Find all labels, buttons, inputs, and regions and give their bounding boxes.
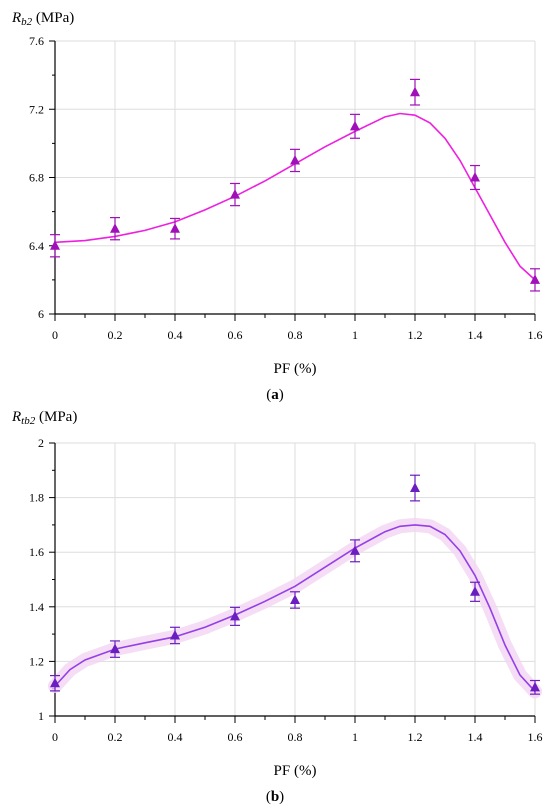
- x-axis-label-a: PF (%): [274, 361, 317, 377]
- y-axis-label-a: Rb2 (MPa): [11, 10, 74, 28]
- data-point: [410, 86, 420, 97]
- y-tick-label: 6.8: [29, 171, 44, 185]
- caption-a: (a): [266, 387, 284, 403]
- y-axis-label-b: Rtb2 (MPa): [11, 409, 77, 427]
- x-tick-label: 0: [52, 730, 58, 744]
- x-tick-label: 1.6: [528, 328, 543, 342]
- x-tick-label: 1.4: [468, 730, 483, 744]
- data-point: [290, 154, 300, 165]
- plot-area-a: 0 0.2 0.4 0.6 0.8 1 1.2 1.4 1.6 6 6.4 6.8 7.2 7.6: [29, 34, 543, 342]
- x-tick-label: 0.6: [228, 328, 243, 342]
- y-tick-label: 1: [38, 709, 44, 723]
- y-tick-label: 1.8: [29, 491, 44, 505]
- y-tick-label: 1.6: [29, 545, 44, 559]
- chart-panel-b: Rtb2 (MPa) 0 0.2 0.4 0.6 0.8 1 1.2 1.4 1.6 1 1.2 1.…: [11, 409, 543, 805]
- x-tick-label: 0: [52, 328, 58, 342]
- caption-b: (b): [266, 789, 284, 805]
- fit-curve: [54, 112, 536, 281]
- data-point: [110, 223, 120, 233]
- x-tick-label: 0.2: [108, 328, 123, 342]
- chart-panel-a: Rb2 (MPa) 0 0.2 0.4 0.6 0.8 1 1.2 1.4 1.6 6 6.4 6.8…: [11, 10, 543, 403]
- x-tick-label: 0.4: [168, 730, 183, 744]
- data-point: [230, 610, 240, 621]
- y-tick-label: 2: [38, 436, 44, 450]
- data-point: [350, 120, 360, 131]
- data-point: [470, 172, 480, 182]
- x-tick-label: 1.6: [528, 730, 543, 744]
- data-point: [470, 586, 480, 596]
- data-point: [230, 189, 240, 199]
- data-point: [50, 240, 60, 250]
- data-point: [170, 223, 180, 233]
- y-tick-label: 7.2: [29, 102, 44, 116]
- x-tick-label: 1.2: [408, 730, 423, 744]
- y-tick-label: 1.2: [29, 654, 44, 668]
- data-point: [410, 482, 420, 493]
- data-point: [110, 643, 120, 654]
- x-tick-label: 0.8: [288, 328, 303, 342]
- data-point: [530, 681, 540, 692]
- y-tick-label: 7.6: [29, 34, 44, 48]
- x-tick-label: 1: [352, 730, 358, 744]
- data-point: [170, 629, 180, 640]
- data-point: [290, 594, 300, 604]
- y-tick-label: 6: [38, 307, 44, 321]
- x-tick-label: 1: [352, 328, 358, 342]
- y-tick-label: 6.4: [29, 239, 44, 253]
- x-tick-label: 0.8: [288, 730, 303, 744]
- x-axis-label-b: PF (%): [274, 763, 317, 779]
- x-tick-label: 0.2: [108, 730, 123, 744]
- plot-area-b: 0 0.2 0.4 0.6 0.8 1 1.2 1.4 1.6 1 1.2 1.4 1.6 1.8 2: [29, 436, 543, 744]
- x-tick-label: 1.4: [468, 328, 483, 342]
- x-tick-label: 0.6: [228, 730, 243, 744]
- data-point: [530, 274, 540, 284]
- y-tick-label: 1.4: [29, 600, 44, 614]
- data-point: [50, 677, 60, 688]
- data-point: [350, 545, 360, 555]
- x-tick-label: 1.2: [408, 328, 423, 342]
- x-tick-label: 0.4: [168, 328, 183, 342]
